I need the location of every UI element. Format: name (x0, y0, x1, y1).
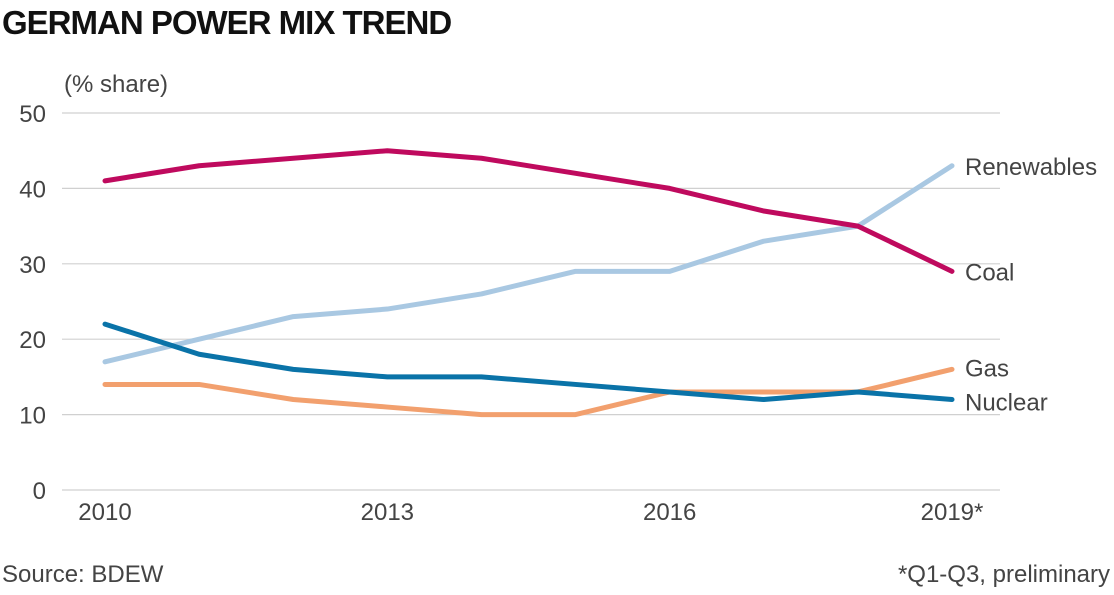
chart-title: GERMAN POWER MIX TREND (2, 4, 451, 41)
series-label: Gas (965, 355, 1009, 382)
series-label: Nuclear (965, 389, 1048, 416)
x-tick-label: 2019* (921, 499, 984, 526)
footnote: *Q1-Q3, preliminary (898, 561, 1110, 588)
x-tick-label: 2013 (361, 499, 414, 526)
series-label: Coal (965, 259, 1014, 286)
series-label: Renewables (965, 154, 1097, 181)
y-tick-label: 0 (33, 478, 46, 505)
line-series (102, 148, 955, 274)
x-tick-label: 2010 (78, 499, 131, 526)
y-tick-label: 40 (19, 176, 46, 203)
source: Source: BDEW (2, 561, 164, 588)
line-series (102, 163, 955, 365)
x-tick-label: 2016 (643, 499, 696, 526)
y-tick-label: 10 (19, 403, 46, 430)
y-tick-label: 30 (19, 252, 46, 279)
y-axis-label: (% share) (64, 71, 168, 98)
line-series (102, 321, 955, 403)
line-series (102, 366, 955, 418)
y-tick-label: 50 (19, 101, 46, 128)
y-tick-label: 20 (19, 327, 46, 354)
